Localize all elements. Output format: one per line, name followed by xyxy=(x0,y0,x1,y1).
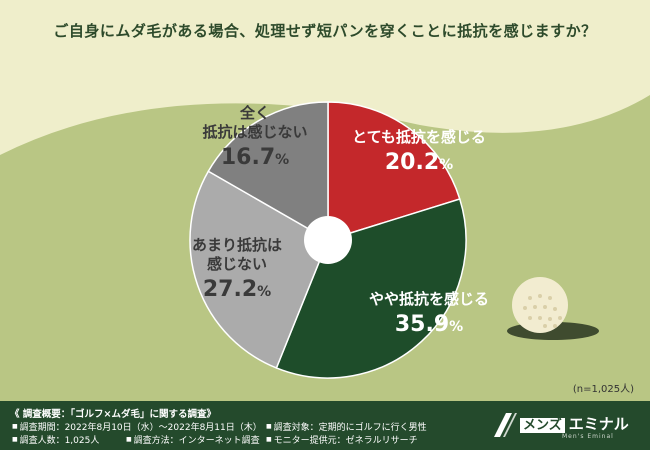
survey-footer: 《 調査概要：「ゴルフ×ムダ毛」に関する調査》 調査期間：2022年8月10日（… xyxy=(0,401,650,450)
label-none-unit: % xyxy=(275,151,290,168)
donut-hole xyxy=(304,216,352,264)
label-little-unit: % xyxy=(257,283,272,300)
survey-provider: モニター提供元：ゼネラルリサーチ xyxy=(266,433,418,446)
logo-wordmark: メンズ エミナル xyxy=(520,413,629,434)
survey-method: 調査方法：インターネット調査 xyxy=(126,433,260,446)
pie-slice-1 xyxy=(327,101,461,242)
survey-count: 調査人数：1,025人 xyxy=(12,433,100,446)
label-some-pct: 35.9 xyxy=(394,311,450,337)
sample-size: (n=1,025人) xyxy=(572,384,634,395)
logo-text: エミナル xyxy=(568,415,629,433)
label-little-line1: あまり抵抗は xyxy=(191,236,282,254)
logo-mark-icon xyxy=(494,413,517,437)
survey-period: 調査期間：2022年8月10日（水）〜2022年8月11日（木） xyxy=(12,420,262,433)
label-none-line2: 抵抗は感じない xyxy=(202,122,308,141)
survey-heading: 《 調査概要：「ゴルフ×ムダ毛」に関する調査》 xyxy=(10,409,217,420)
label-some-name: やや抵抗を感じる xyxy=(368,290,489,308)
label-strong-pct: 20.2 xyxy=(384,149,440,175)
label-little-pct: 27.2 xyxy=(202,276,258,302)
chart-title: ご自身にムダ毛がある場合、処理せず短パンを穿くことに抵抗を感じますか？ xyxy=(53,22,597,40)
label-strong-name: とても抵抗を感じる xyxy=(352,128,486,146)
pie-slice-4 xyxy=(207,101,329,242)
label-little-resistance: あまり抵抗は 感じない 27.2% xyxy=(176,236,298,303)
pie-slice-2 xyxy=(275,198,467,379)
survey-target: 調査対象：定期的にゴルフに行く男性 xyxy=(266,420,427,433)
label-none-line1: 全く xyxy=(239,104,270,122)
label-some-unit: % xyxy=(449,318,464,335)
logo-subtext: Men's Eminal xyxy=(562,433,614,440)
label-none-pct: 16.7 xyxy=(220,144,276,170)
label-strong-unit: % xyxy=(439,156,454,173)
golf-ball-icon xyxy=(512,277,568,333)
label-some-resistance: やや抵抗を感じる 35.9% xyxy=(340,290,518,338)
label-no-resistance: 全く 抵抗は感じない 16.7% xyxy=(196,104,314,171)
label-little-line2: 感じない xyxy=(206,254,267,273)
label-strong-resistance: とても抵抗を感じる 20.2% xyxy=(330,128,508,176)
logo-box-text: メンズ xyxy=(520,418,565,433)
brand-logo: メンズ エミナル Men's Eminal xyxy=(492,409,642,443)
